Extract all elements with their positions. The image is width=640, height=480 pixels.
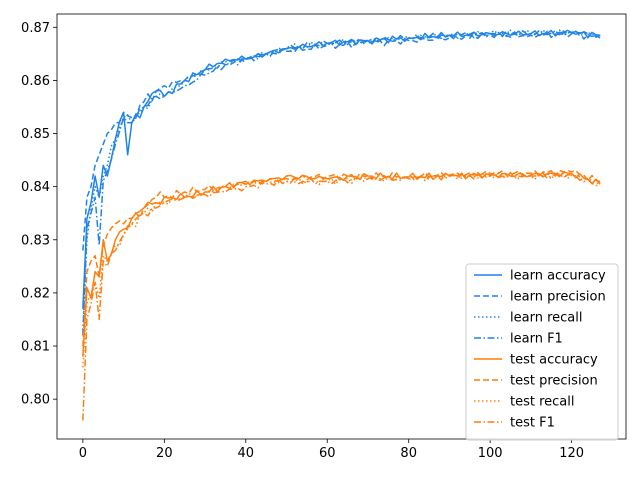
legend-label: test precision — [510, 374, 598, 389]
series-line-test-f1 — [82, 171, 601, 421]
legend-label: test accuracy — [510, 353, 598, 368]
series-layer — [82, 29, 601, 421]
x-tick-label: 20 — [156, 446, 173, 461]
series-line-learn-f1 — [82, 30, 601, 336]
series-line-learn-precision — [82, 30, 601, 251]
legend-label: test recall — [510, 395, 575, 410]
y-tick-label: 0.82 — [21, 286, 50, 301]
plot-area-frame — [56, 13, 627, 440]
y-tick-label: 0.87 — [21, 21, 50, 36]
legend-label: learn accuracy — [510, 269, 606, 284]
series-line-test-accuracy — [82, 171, 601, 357]
y-tick-label: 0.85 — [21, 127, 50, 142]
y-tick-label: 0.81 — [21, 340, 50, 355]
y-tick-label: 0.80 — [21, 393, 50, 408]
x-tick-label: 40 — [238, 446, 255, 461]
x-tick-label: 60 — [319, 446, 336, 461]
y-tick-label: 0.84 — [21, 180, 50, 195]
legend: learn accuracy learn precision learn recal… — [465, 263, 619, 441]
legend-label: learn recall — [510, 311, 582, 326]
x-tick-label: 0 — [79, 446, 87, 461]
x-axis: 0 20 40 60 80 100 120 — [79, 439, 584, 461]
legend-box — [465, 263, 619, 441]
y-tick-label: 0.83 — [21, 233, 50, 248]
x-tick-label: 100 — [478, 446, 503, 461]
series-line-test-recall — [82, 171, 601, 368]
y-tick-label: 0.86 — [21, 74, 50, 89]
legend-label: learn precision — [510, 290, 606, 305]
legend-label: test F1 — [510, 416, 555, 431]
x-tick-label: 120 — [559, 446, 584, 461]
legend-label: learn F1 — [510, 332, 563, 347]
y-axis: 0.80 0.81 0.82 0.83 0.84 0.85 0.86 0.87 — [21, 21, 57, 408]
x-tick-label: 80 — [400, 446, 417, 461]
